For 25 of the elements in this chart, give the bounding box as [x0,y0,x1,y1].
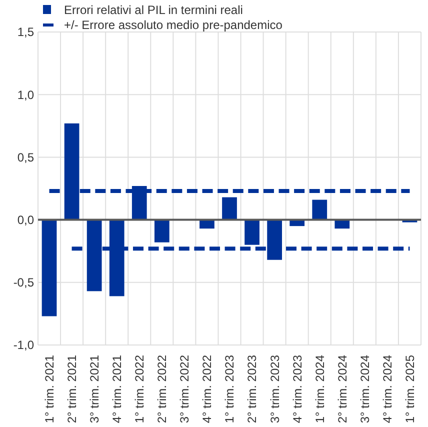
x-tick-label: 2° trim. 2023 [245,354,260,424]
y-tick-label: 1,0 [17,88,34,102]
x-tick-label: 3° trim. 2023 [268,354,282,424]
y-tick-label: 1,5 [17,25,34,40]
x-tick-label: 4° trim. 2022 [200,354,214,424]
x-tick-label: 1° trim. 2025 [402,354,417,424]
x-tick-label: 3° trim. 2021 [88,354,102,424]
x-tick-label: 1° trim. 2021 [42,354,56,424]
x-tick-label: 4° trim. 2023 [290,354,304,424]
y-tick-label: 0,5 [17,150,34,164]
y-tick-label: -0,5 [13,276,34,290]
x-tick-label: 3° trim. 2024 [358,354,372,424]
legend-label: Errori relativi al PIL in termini reali [64,3,243,18]
x-tick-label: 2° trim. 2022 [155,354,170,424]
legend-label: +/- Errore assoluto medio pre-pandemico [64,18,283,32]
y-tick-label: -1,0 [13,338,34,352]
x-tick-label: 1° trim. 2022 [132,354,147,424]
x-tick-label: 4° trim. 2024 [380,354,394,424]
y-tick-label: 0,0 [17,213,34,227]
x-tick-label: 4° trim. 2021 [110,354,124,424]
x-tick-label: 1° trim. 2023 [222,354,237,424]
x-tick-label: 2° trim. 2021 [64,354,79,424]
x-tick-label: 3° trim. 2022 [178,354,192,424]
x-tick-label: 2° trim. 2024 [335,354,350,424]
x-tick-label: 1° trim. 2024 [312,354,327,424]
